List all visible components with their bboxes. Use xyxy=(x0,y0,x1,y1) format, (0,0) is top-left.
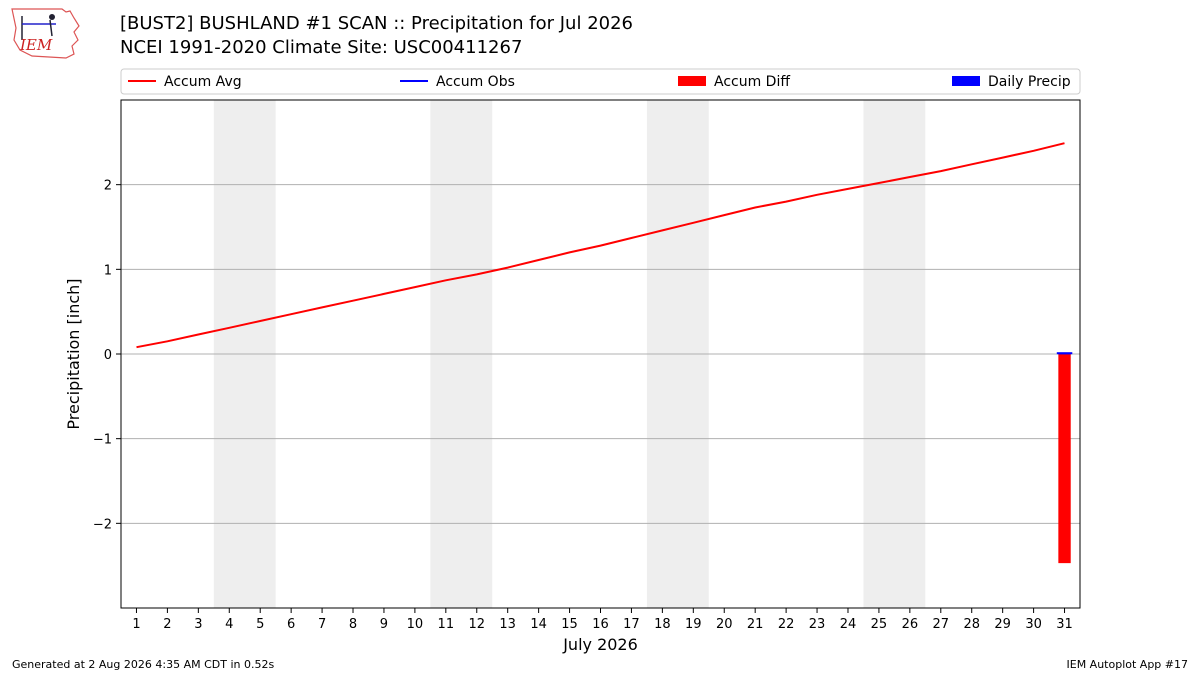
iem-logo: IEM xyxy=(11,8,80,59)
x-tick-label: 11 xyxy=(438,617,455,632)
accum-avg-legend-label: Accum Avg xyxy=(164,74,242,90)
y-axis-label: Precipitation [inch] xyxy=(64,278,83,429)
accum-avg-line xyxy=(136,142,1065,349)
x-tick-label: 6 xyxy=(287,617,295,632)
accum-diff-legend-swatch xyxy=(678,76,706,86)
accum-diff-bar xyxy=(1058,354,1071,564)
x-tick-label: 17 xyxy=(623,617,640,632)
x-tick-label: 9 xyxy=(380,617,388,632)
generated-timestamp: Generated at 2 Aug 2026 4:35 AM CDT in 0… xyxy=(12,658,275,671)
x-tick-label: 28 xyxy=(963,617,980,632)
logo-text: IEM xyxy=(19,36,53,54)
x-tick-label: 25 xyxy=(871,617,888,632)
y-tick-label: 2 xyxy=(104,179,112,194)
x-tick-label: 14 xyxy=(530,617,547,632)
x-tick-label: 30 xyxy=(1025,617,1042,632)
x-tick-label: 13 xyxy=(499,617,516,632)
chart-title: [BUST2] BUSHLAND #1 SCAN :: Precipitatio… xyxy=(120,13,633,34)
x-tick-label: 31 xyxy=(1056,617,1073,632)
chart-subtitle: NCEI 1991-2020 Climate Site: USC00411267 xyxy=(120,37,523,58)
accum-diff-legend-label: Accum Diff xyxy=(714,74,790,90)
x-tick-label: 12 xyxy=(468,617,485,632)
y-tick-label: −1 xyxy=(93,433,112,448)
gridlines xyxy=(121,184,1080,524)
x-tick-label: 27 xyxy=(933,617,950,632)
x-tick-label: 18 xyxy=(654,617,671,632)
legend-box xyxy=(120,68,1081,95)
x-axis-ticks: 1 2 3 4 5 6 7 8 9 10 11 12 13 14 15 16 17 18 19 20 21 22 23 24 2… xyxy=(132,608,1073,632)
x-tick-label: 15 xyxy=(561,617,578,632)
y-tick-label: 1 xyxy=(104,263,112,278)
x-tick-label: 7 xyxy=(318,617,326,632)
y-tick-label: 0 xyxy=(104,348,112,363)
daily-precip-legend-label: Daily Precip xyxy=(988,74,1071,90)
x-tick-label: 24 xyxy=(840,617,857,632)
x-tick-label: 16 xyxy=(592,617,609,632)
app-credit: IEM Autoplot App #17 xyxy=(1066,658,1189,671)
x-tick-label: 29 xyxy=(994,617,1011,632)
x-tick-label: 19 xyxy=(685,617,702,632)
x-tick-label: 20 xyxy=(716,617,733,632)
accum-obs-legend-label: Accum Obs xyxy=(436,74,515,90)
x-tick-label: 1 xyxy=(132,617,140,632)
x-tick-label: 3 xyxy=(194,617,202,632)
x-axis-label: July 2026 xyxy=(562,635,638,654)
x-tick-label: 10 xyxy=(407,617,424,632)
daily-precip-legend-swatch xyxy=(952,76,980,86)
x-tick-label: 23 xyxy=(809,617,826,632)
series-lines xyxy=(136,142,1073,355)
x-tick-label: 21 xyxy=(747,617,764,632)
x-tick-label: 2 xyxy=(163,617,171,632)
y-tick-label: −2 xyxy=(93,517,112,532)
x-tick-label: 26 xyxy=(902,617,919,632)
legend: Accum Avg Accum Obs Accum Diff Daily Precip xyxy=(120,68,1081,95)
y-axis-ticks: −2 −1 0 1 2 xyxy=(93,179,121,532)
bars xyxy=(1058,353,1071,564)
x-tick-label: 4 xyxy=(225,617,233,632)
x-tick-label: 8 xyxy=(349,617,357,632)
x-tick-label: 5 xyxy=(256,617,264,632)
x-tick-label: 22 xyxy=(778,617,795,632)
